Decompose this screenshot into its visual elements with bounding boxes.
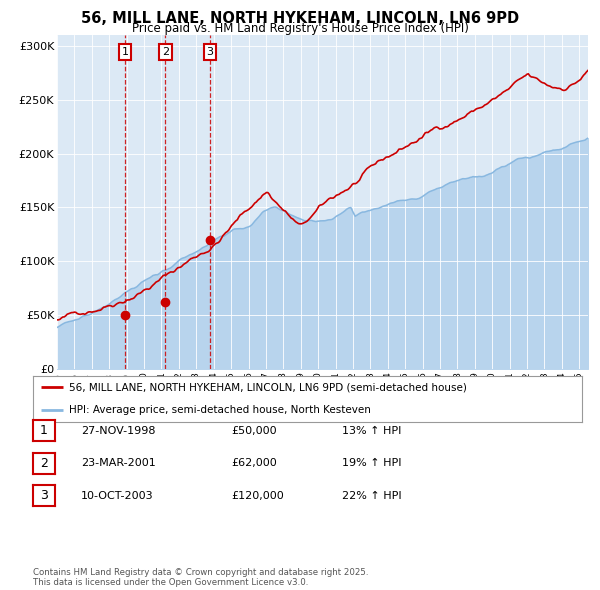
Text: 3: 3 [40,489,48,502]
Text: 1: 1 [40,424,48,437]
Text: Price paid vs. HM Land Registry's House Price Index (HPI): Price paid vs. HM Land Registry's House … [131,22,469,35]
Text: £50,000: £50,000 [231,426,277,435]
Text: 1: 1 [121,47,128,57]
Text: 23-MAR-2001: 23-MAR-2001 [81,458,156,468]
Text: 3: 3 [206,47,214,57]
Text: 56, MILL LANE, NORTH HYKEHAM, LINCOLN, LN6 9PD: 56, MILL LANE, NORTH HYKEHAM, LINCOLN, L… [81,11,519,25]
Text: 2: 2 [162,47,169,57]
Text: 2: 2 [40,457,48,470]
Text: 10-OCT-2003: 10-OCT-2003 [81,491,154,500]
Text: HPI: Average price, semi-detached house, North Kesteven: HPI: Average price, semi-detached house,… [68,405,371,415]
Text: 13% ↑ HPI: 13% ↑ HPI [342,426,401,435]
Text: 27-NOV-1998: 27-NOV-1998 [81,426,155,435]
Text: 22% ↑ HPI: 22% ↑ HPI [342,491,401,500]
Text: Contains HM Land Registry data © Crown copyright and database right 2025.
This d: Contains HM Land Registry data © Crown c… [33,568,368,587]
Text: £120,000: £120,000 [231,491,284,500]
Text: £62,000: £62,000 [231,458,277,468]
Text: 19% ↑ HPI: 19% ↑ HPI [342,458,401,468]
Text: 56, MILL LANE, NORTH HYKEHAM, LINCOLN, LN6 9PD (semi-detached house): 56, MILL LANE, NORTH HYKEHAM, LINCOLN, L… [68,382,467,392]
